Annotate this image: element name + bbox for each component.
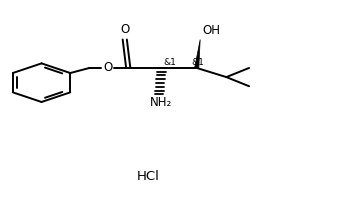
Text: OH: OH	[203, 25, 221, 37]
Text: HCl: HCl	[137, 170, 159, 183]
Polygon shape	[195, 40, 200, 68]
Text: O: O	[103, 61, 112, 74]
Text: NH₂: NH₂	[150, 96, 172, 109]
Text: &1: &1	[163, 58, 176, 67]
Text: O: O	[120, 23, 130, 36]
Text: &1: &1	[191, 58, 204, 67]
